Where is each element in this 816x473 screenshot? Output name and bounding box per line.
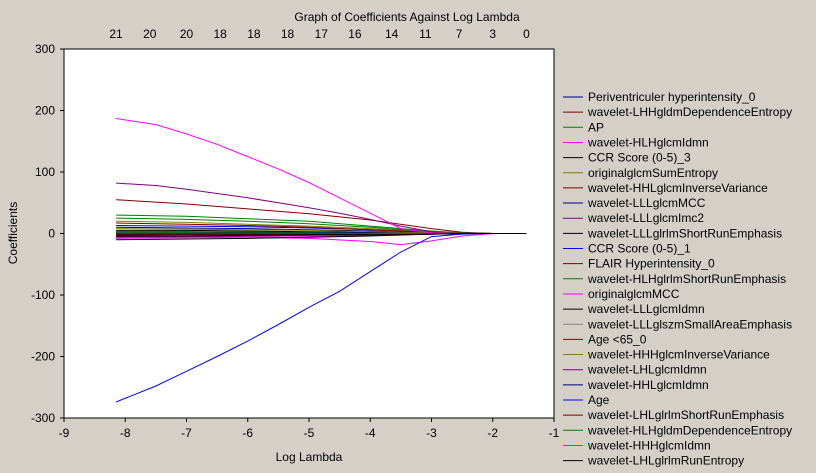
y-tick-label: 0 (48, 227, 55, 241)
series-line-24 (116, 233, 527, 237)
x-tick-label: -6 (242, 426, 253, 440)
legend-label: wavelet-HLHgldmDependenceEntropy (587, 423, 792, 437)
top-axis-label: 18 (247, 27, 261, 41)
x-tick-label: -4 (365, 426, 376, 440)
top-axis-label: 20 (180, 27, 194, 41)
top-axis-label: 14 (385, 27, 399, 41)
legend-label: wavelet-LLLglszmSmallAreaEmphasis (587, 317, 792, 331)
chart-title: Graph of Coefficients Against Log Lambda (294, 10, 520, 24)
x-axis: -9 -8 -7 -6 -5 -4 -3 -2 -1 (59, 418, 560, 440)
y-axis-title: Coefficients (6, 202, 20, 264)
legend-label: wavelet-LLLglcmIdmn (587, 302, 705, 316)
legend-label: wavelet-HHHglcmInverseVariance (587, 348, 770, 362)
y-tick-label: 100 (35, 165, 55, 179)
x-tick-label: -1 (549, 426, 560, 440)
legend-label: Age <65_0 (588, 332, 647, 346)
y-tick-label: -200 (31, 350, 55, 364)
legend-label: wavelet-LHLglrlmShortRunEmphasis (587, 408, 784, 422)
top-axis-label: 0 (523, 27, 530, 41)
x-tick-label: -9 (59, 426, 70, 440)
y-axis: -300 -200 -100 0 100 200 300 (31, 42, 64, 425)
legend-label: Periventriculer hyperintensity_0 (588, 90, 756, 104)
legend-label: originalglcmSumEntropy (588, 166, 718, 180)
x-tick-label: -2 (487, 426, 498, 440)
x-tick-label: -8 (120, 426, 131, 440)
x-tick-label: -3 (426, 426, 437, 440)
legend: Periventriculer hyperintensity_0wavelet-… (563, 90, 792, 468)
top-axis-label: 18 (214, 27, 228, 41)
top-axis-label: 21 (109, 27, 123, 41)
top-axis-label: 18 (281, 27, 295, 41)
legend-label: wavelet-HHLglcmInverseVariance (587, 181, 768, 195)
legend-label: wavelet-HHLglcmIdmn (587, 378, 709, 392)
series-line-20 (115, 233, 527, 403)
top-axis-label: 11 (419, 27, 432, 41)
series-layer (115, 118, 527, 403)
y-tick-label: -100 (31, 288, 55, 302)
top-axis: 21 20 20 18 18 18 17 16 14 11 7 3 0 (109, 27, 530, 41)
legend-label: wavelet-LLLglrlmShortRunEmphasis (587, 226, 782, 240)
legend-label: wavelet-HLHglrlmShortRunEmphasis (587, 272, 786, 286)
x-tick-label: -7 (181, 426, 192, 440)
legend-label: Age (588, 393, 610, 407)
legend-label: wavelet-HHHglcmIdmn (587, 438, 711, 452)
legend-label: wavelet-HLHglcmIdmn (587, 135, 709, 149)
top-axis-label: 17 (315, 27, 329, 41)
legend-label: wavelet-LHLglrlmRunEntropy (587, 454, 744, 468)
y-tick-label: -300 (31, 411, 55, 425)
legend-label: originalglcmMCC (588, 287, 680, 301)
legend-label: FLAIR Hyperintensity_0 (588, 257, 715, 271)
top-axis-label: 7 (456, 27, 463, 41)
legend-label: CCR Score (0-5)_3 (588, 151, 691, 165)
legend-label: wavelet-LLLglcmImc2 (587, 211, 704, 225)
top-axis-label: 20 (143, 27, 157, 41)
x-axis-title: Log Lambda (276, 450, 343, 464)
legend-label: CCR Score (0-5)_1 (588, 242, 691, 256)
y-tick-label: 300 (35, 42, 55, 56)
top-axis-label: 16 (348, 27, 362, 41)
legend-label: wavelet-LHLglcmIdmn (587, 363, 707, 377)
y-tick-label: 200 (35, 104, 55, 118)
legend-label: wavelet-LHHgldmDependenceEntropy (587, 105, 792, 119)
x-tick-label: -5 (304, 426, 315, 440)
legend-label: wavelet-LLLglcmMCC (587, 196, 706, 210)
top-axis-label: 3 (489, 27, 496, 41)
legend-label: AP (588, 120, 604, 134)
